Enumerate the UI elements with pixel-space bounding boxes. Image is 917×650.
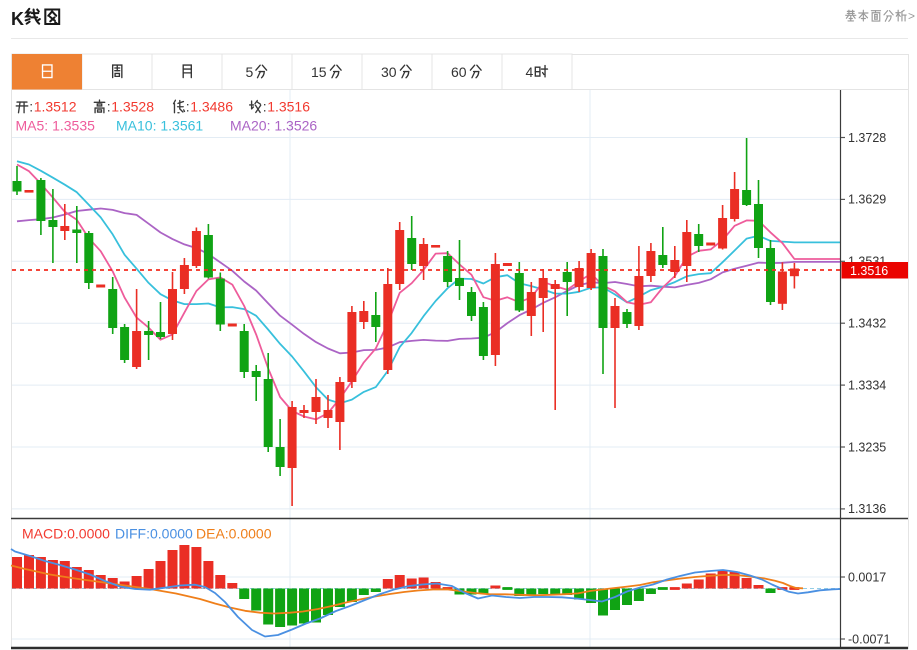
- svg-text:1.3235: 1.3235: [848, 440, 886, 454]
- svg-text:MACD:0.0000: MACD:0.0000: [22, 526, 110, 542]
- svg-text:1.3512: 1.3512: [34, 99, 77, 115]
- svg-text:>: >: [908, 9, 915, 23]
- svg-text::: :: [107, 99, 111, 115]
- svg-text:15: 15: [311, 64, 327, 80]
- svg-text:1.3334: 1.3334: [848, 378, 886, 392]
- svg-text::: :: [263, 99, 267, 115]
- svg-text:1.3629: 1.3629: [848, 193, 886, 207]
- svg-text:30: 30: [381, 64, 397, 80]
- svg-text:-0.0071: -0.0071: [848, 632, 890, 646]
- svg-text:1.3516: 1.3516: [267, 99, 310, 115]
- svg-text:1.3432: 1.3432: [848, 317, 886, 331]
- svg-text::: :: [186, 99, 190, 115]
- svg-text:60: 60: [451, 64, 467, 80]
- svg-text:1.3516: 1.3516: [850, 264, 888, 278]
- svg-text::: :: [29, 99, 33, 115]
- svg-text:MA20: 1.3526: MA20: 1.3526: [230, 118, 317, 134]
- svg-text:MA10: 1.3561: MA10: 1.3561: [116, 118, 203, 134]
- svg-text:1.3528: 1.3528: [111, 99, 154, 115]
- svg-text:DIFF:0.0000: DIFF:0.0000: [115, 526, 193, 542]
- svg-text:4: 4: [526, 64, 534, 80]
- svg-text:K: K: [11, 9, 24, 29]
- svg-text:DEA:0.0000: DEA:0.0000: [196, 526, 272, 542]
- svg-text:1.3728: 1.3728: [848, 131, 886, 145]
- svg-text:5: 5: [246, 64, 254, 80]
- svg-text:0.0017: 0.0017: [848, 570, 886, 584]
- svg-text:1.3486: 1.3486: [190, 99, 233, 115]
- svg-text:1.3136: 1.3136: [848, 502, 886, 516]
- svg-text:MA5: 1.3535: MA5: 1.3535: [16, 118, 96, 134]
